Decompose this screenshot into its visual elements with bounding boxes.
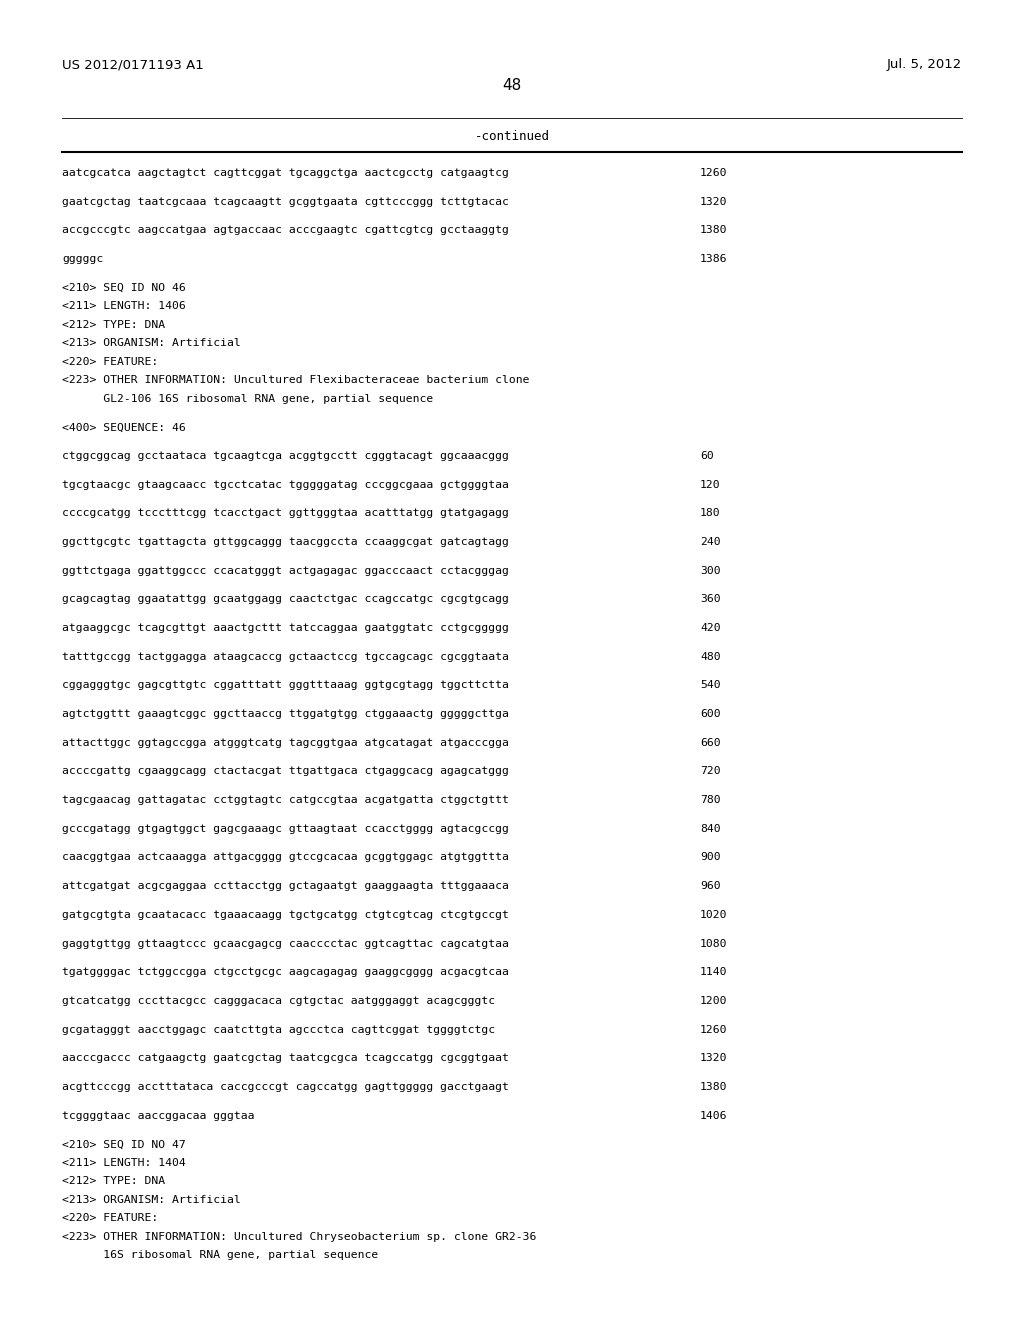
Text: 960: 960 <box>700 882 721 891</box>
Text: 1200: 1200 <box>700 995 727 1006</box>
Text: 1260: 1260 <box>700 1024 727 1035</box>
Text: 540: 540 <box>700 680 721 690</box>
Text: agtctggttt gaaagtcggc ggcttaaccg ttggatgtgg ctggaaactg gggggcttga: agtctggttt gaaagtcggc ggcttaaccg ttggatg… <box>62 709 509 719</box>
Text: cggagggtgc gagcgttgtc cggatttatt gggtttaaag ggtgcgtagg tggcttctta: cggagggtgc gagcgttgtc cggatttatt gggttta… <box>62 680 509 690</box>
Text: gaggtgttgg gttaagtccc gcaacgagcg caacccctac ggtcagttac cagcatgtaa: gaggtgttgg gttaagtccc gcaacgagcg caacccc… <box>62 939 509 949</box>
Text: 480: 480 <box>700 652 721 661</box>
Text: US 2012/0171193 A1: US 2012/0171193 A1 <box>62 58 204 71</box>
Text: 360: 360 <box>700 594 721 605</box>
Text: gatgcgtgta gcaatacacc tgaaacaagg tgctgcatgg ctgtcgtcag ctcgtgccgt: gatgcgtgta gcaatacacc tgaaacaagg tgctgca… <box>62 909 509 920</box>
Text: -continued: -continued <box>474 129 550 143</box>
Text: 1080: 1080 <box>700 939 727 949</box>
Text: 1406: 1406 <box>700 1110 727 1121</box>
Text: 48: 48 <box>503 78 521 92</box>
Text: 180: 180 <box>700 508 721 519</box>
Text: <212> TYPE: DNA: <212> TYPE: DNA <box>62 319 165 330</box>
Text: 660: 660 <box>700 738 721 748</box>
Text: accgcccgtc aagccatgaa agtgaccaac acccgaagtc cgattcgtcg gcctaaggtg: accgcccgtc aagccatgaa agtgaccaac acccgaa… <box>62 226 509 235</box>
Text: 840: 840 <box>700 824 721 834</box>
Text: 420: 420 <box>700 623 721 634</box>
Text: tatttgccgg tactggagga ataagcaccg gctaactccg tgccagcagc cgcggtaata: tatttgccgg tactggagga ataagcaccg gctaact… <box>62 652 509 661</box>
Text: 1380: 1380 <box>700 1082 727 1092</box>
Text: tagcgaacag gattagatac cctggtagtc catgccgtaa acgatgatta ctggctgttt: tagcgaacag gattagatac cctggtagtc catgccg… <box>62 795 509 805</box>
Text: <210> SEQ ID NO 46: <210> SEQ ID NO 46 <box>62 282 185 293</box>
Text: <212> TYPE: DNA: <212> TYPE: DNA <box>62 1176 165 1187</box>
Text: <400> SEQUENCE: 46: <400> SEQUENCE: 46 <box>62 422 185 433</box>
Text: accccgattg cgaaggcagg ctactacgat ttgattgaca ctgaggcacg agagcatggg: accccgattg cgaaggcagg ctactacgat ttgattg… <box>62 767 509 776</box>
Text: 1140: 1140 <box>700 968 727 977</box>
Text: gcgatagggt aacctggagc caatcttgta agccctca cagttcggat tggggtctgc: gcgatagggt aacctggagc caatcttgta agccctc… <box>62 1024 496 1035</box>
Text: gtcatcatgg cccttacgcc cagggacaca cgtgctac aatgggaggt acagcgggtc: gtcatcatgg cccttacgcc cagggacaca cgtgcta… <box>62 995 496 1006</box>
Text: tgcgtaacgc gtaagcaacc tgcctcatac tgggggatag cccggcgaaa gctggggtaa: tgcgtaacgc gtaagcaacc tgcctcatac tggggga… <box>62 479 509 490</box>
Text: aacccgaccc catgaagctg gaatcgctag taatcgcgca tcagccatgg cgcggtgaat: aacccgaccc catgaagctg gaatcgctag taatcgc… <box>62 1053 509 1063</box>
Text: 60: 60 <box>700 451 714 461</box>
Text: 120: 120 <box>700 479 721 490</box>
Text: 780: 780 <box>700 795 721 805</box>
Text: GL2-106 16S ribosomal RNA gene, partial sequence: GL2-106 16S ribosomal RNA gene, partial … <box>62 393 433 404</box>
Text: 1320: 1320 <box>700 1053 727 1063</box>
Text: attacttggc ggtagccgga atgggtcatg tagcggtgaa atgcatagat atgacccgga: attacttggc ggtagccgga atgggtcatg tagcggt… <box>62 738 509 748</box>
Text: <223> OTHER INFORMATION: Uncultured Flexibacteraceae bacterium clone: <223> OTHER INFORMATION: Uncultured Flex… <box>62 375 529 385</box>
Text: <210> SEQ ID NO 47: <210> SEQ ID NO 47 <box>62 1139 185 1150</box>
Text: <211> LENGTH: 1406: <211> LENGTH: 1406 <box>62 301 185 312</box>
Text: Jul. 5, 2012: Jul. 5, 2012 <box>887 58 962 71</box>
Text: ccccgcatgg tccctttcgg tcacctgact ggttgggtaa acatttatgg gtatgagagg: ccccgcatgg tccctttcgg tcacctgact ggttggg… <box>62 508 509 519</box>
Text: 1386: 1386 <box>700 253 727 264</box>
Text: tgatggggac tctggccgga ctgcctgcgc aagcagagag gaaggcgggg acgacgtcaa: tgatggggac tctggccgga ctgcctgcgc aagcaga… <box>62 968 509 977</box>
Text: attcgatgat acgcgaggaa ccttacctgg gctagaatgt gaaggaagta tttggaaaca: attcgatgat acgcgaggaa ccttacctgg gctagaa… <box>62 882 509 891</box>
Text: gcccgatagg gtgagtggct gagcgaaagc gttaagtaat ccacctgggg agtacgccgg: gcccgatagg gtgagtggct gagcgaaagc gttaagt… <box>62 824 509 834</box>
Text: <213> ORGANISM: Artificial: <213> ORGANISM: Artificial <box>62 338 241 348</box>
Text: ggcttgcgtc tgattagcta gttggcaggg taacggccta ccaaggcgat gatcagtagg: ggcttgcgtc tgattagcta gttggcaggg taacggc… <box>62 537 509 546</box>
Text: 16S ribosomal RNA gene, partial sequence: 16S ribosomal RNA gene, partial sequence <box>62 1250 378 1261</box>
Text: 900: 900 <box>700 853 721 862</box>
Text: acgttcccgg acctttataca caccgcccgt cagccatgg gagttggggg gacctgaagt: acgttcccgg acctttataca caccgcccgt cagcca… <box>62 1082 509 1092</box>
Text: <220> FEATURE:: <220> FEATURE: <box>62 1213 159 1224</box>
Text: caacggtgaa actcaaagga attgacgggg gtccgcacaa gcggtggagc atgtggttta: caacggtgaa actcaaagga attgacgggg gtccgca… <box>62 853 509 862</box>
Text: atgaaggcgc tcagcgttgt aaactgcttt tatccaggaa gaatggtatc cctgcggggg: atgaaggcgc tcagcgttgt aaactgcttt tatccag… <box>62 623 509 634</box>
Text: gggggc: gggggc <box>62 253 103 264</box>
Text: gcagcagtag ggaatattgg gcaatggagg caactctgac ccagccatgc cgcgtgcagg: gcagcagtag ggaatattgg gcaatggagg caactct… <box>62 594 509 605</box>
Text: ctggcggcag gcctaataca tgcaagtcga acggtgcctt cgggtacagt ggcaaacggg: ctggcggcag gcctaataca tgcaagtcga acggtgc… <box>62 451 509 461</box>
Text: <220> FEATURE:: <220> FEATURE: <box>62 356 159 367</box>
Text: 300: 300 <box>700 566 721 576</box>
Text: 1320: 1320 <box>700 197 727 207</box>
Text: 720: 720 <box>700 767 721 776</box>
Text: tcggggtaac aaccggacaa gggtaa: tcggggtaac aaccggacaa gggtaa <box>62 1110 255 1121</box>
Text: aatcgcatca aagctagtct cagttcggat tgcaggctga aactcgcctg catgaagtcg: aatcgcatca aagctagtct cagttcggat tgcaggc… <box>62 168 509 178</box>
Text: <213> ORGANISM: Artificial: <213> ORGANISM: Artificial <box>62 1195 241 1205</box>
Text: ggttctgaga ggattggccc ccacatgggt actgagagac ggacccaact cctacgggag: ggttctgaga ggattggccc ccacatgggt actgaga… <box>62 566 509 576</box>
Text: 600: 600 <box>700 709 721 719</box>
Text: gaatcgctag taatcgcaaa tcagcaagtt gcggtgaata cgttcccggg tcttgtacac: gaatcgctag taatcgcaaa tcagcaagtt gcggtga… <box>62 197 509 207</box>
Text: 1260: 1260 <box>700 168 727 178</box>
Text: <211> LENGTH: 1404: <211> LENGTH: 1404 <box>62 1158 185 1168</box>
Text: 1020: 1020 <box>700 909 727 920</box>
Text: <223> OTHER INFORMATION: Uncultured Chryseobacterium sp. clone GR2-36: <223> OTHER INFORMATION: Uncultured Chry… <box>62 1232 537 1242</box>
Text: 1380: 1380 <box>700 226 727 235</box>
Text: 240: 240 <box>700 537 721 546</box>
